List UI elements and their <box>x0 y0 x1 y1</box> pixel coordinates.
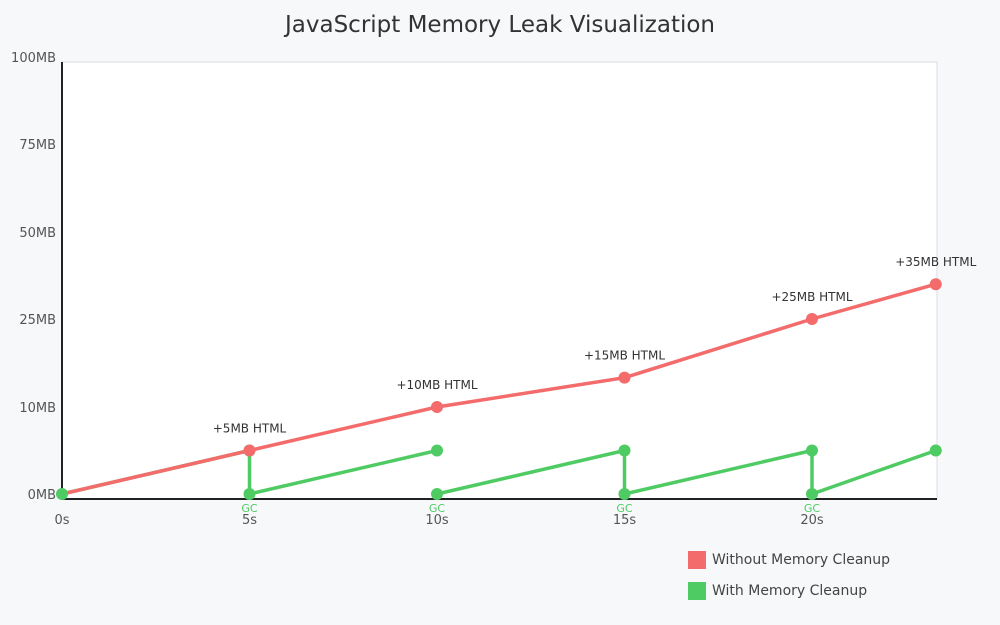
green-data-point <box>806 444 818 457</box>
green-data-point <box>431 488 443 500</box>
legend-label-without-cleanup: Without Memory Cleanup <box>712 552 891 568</box>
y-tick-label: 100MB <box>11 51 56 66</box>
data-annotation: +25MB HTML <box>771 290 852 304</box>
x-tick-label: 0s <box>54 513 69 528</box>
green-data-point <box>618 488 631 500</box>
y-tick-label: 0MB <box>28 488 56 503</box>
x-tick-label: 5s <box>242 513 257 528</box>
gc-label: GC <box>616 502 633 515</box>
legend-label-with-cleanup: With Memory Cleanup <box>712 583 868 599</box>
legend-item-without-cleanup[interactable]: Without Memory Cleanup <box>688 549 890 571</box>
green-data-point <box>431 444 443 457</box>
green-data-point <box>806 488 818 500</box>
legend-swatch-red <box>688 551 706 569</box>
green-data-point <box>618 444 631 457</box>
green-series-line <box>435 448 627 496</box>
legend-item-with-cleanup[interactable]: With Memory Cleanup <box>688 580 890 602</box>
green-data-point <box>243 488 256 500</box>
y-tick-label: 50MB <box>19 226 56 241</box>
x-tick-label: 10s <box>425 513 449 528</box>
x-tick-label: 20s <box>800 513 824 528</box>
plot-area <box>61 61 938 500</box>
red-series-line <box>60 282 938 496</box>
gc-label: GC <box>241 502 258 515</box>
green-series-line <box>247 448 439 496</box>
data-annotation: +15MB HTML <box>584 349 665 363</box>
legend-swatch-green <box>688 582 706 600</box>
chart-legend: Without Memory Cleanup With Memory Clean… <box>688 549 890 611</box>
green-series-line <box>810 448 938 496</box>
y-tick-label: 75MB <box>19 138 56 153</box>
gc-label: GC <box>429 502 446 515</box>
red-data-point <box>431 401 443 413</box>
red-data-point <box>618 371 631 384</box>
red-data-point <box>806 313 818 325</box>
y-tick-label: 10MB <box>19 401 56 416</box>
green-data-point <box>929 444 942 457</box>
y-tick-label: 25MB <box>19 313 56 328</box>
red-data-point <box>243 444 256 457</box>
x-tick-label: 15s <box>613 513 637 528</box>
green-data-point <box>56 488 68 500</box>
data-annotation: +10MB HTML <box>396 378 477 392</box>
gc-label: GC <box>804 502 821 515</box>
data-annotation: +5MB HTML <box>213 422 287 436</box>
chart-title: JavaScript Memory Leak Visualization <box>284 12 715 38</box>
data-annotation: +35MB HTML <box>895 255 976 269</box>
red-data-point <box>929 278 942 291</box>
green-series-line <box>622 448 814 496</box>
